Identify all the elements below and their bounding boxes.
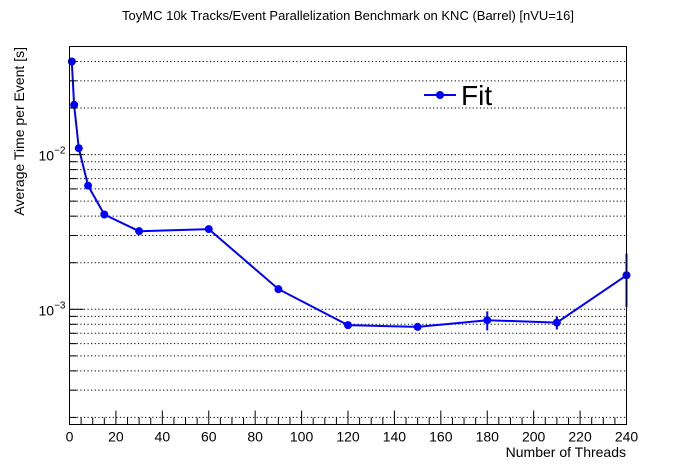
y-tick-label: 10−2 [39, 146, 66, 164]
data-point [84, 181, 93, 190]
x-axis-label: Number of Threads [506, 444, 626, 460]
data-point [204, 225, 213, 234]
data-point [74, 144, 83, 153]
axis-ticks: 10−2 10−3 0 20 40 60 80 100 120 140 160 180 200 220 24… [39, 46, 639, 445]
x-tick-label: 120 [336, 429, 360, 445]
legend-marker [436, 91, 444, 99]
x-tick-label: 180 [476, 429, 500, 445]
x-tick-label: 200 [522, 429, 546, 445]
x-tick-label: 60 [201, 429, 217, 445]
x-tick-label: 20 [108, 429, 124, 445]
data-point [552, 318, 561, 327]
data-point [135, 227, 144, 236]
y-axis-label: Average Time per Event [s] [11, 47, 27, 216]
x-tick-label: 240 [615, 429, 639, 445]
data-point [483, 316, 492, 325]
data-point [274, 285, 283, 294]
legend-label: Fit [461, 80, 492, 111]
y-tick-label: 10−3 [39, 300, 66, 318]
x-tick-label: 80 [247, 429, 263, 445]
x-tick-label: 140 [383, 429, 407, 445]
x-tick-label: 0 [66, 429, 74, 445]
x-tick-label: 220 [568, 429, 592, 445]
data-point [70, 100, 79, 109]
series-layer [67, 57, 631, 331]
legend: Fit [424, 80, 492, 111]
data-point [100, 210, 109, 219]
x-tick-label: 40 [155, 429, 171, 445]
x-tick-label: 100 [290, 429, 314, 445]
data-point [344, 321, 352, 330]
x-tick-label: 160 [429, 429, 453, 445]
chart-title: ToyMC 10k Tracks/Event Parallelization B… [122, 8, 574, 23]
data-point [413, 322, 422, 331]
